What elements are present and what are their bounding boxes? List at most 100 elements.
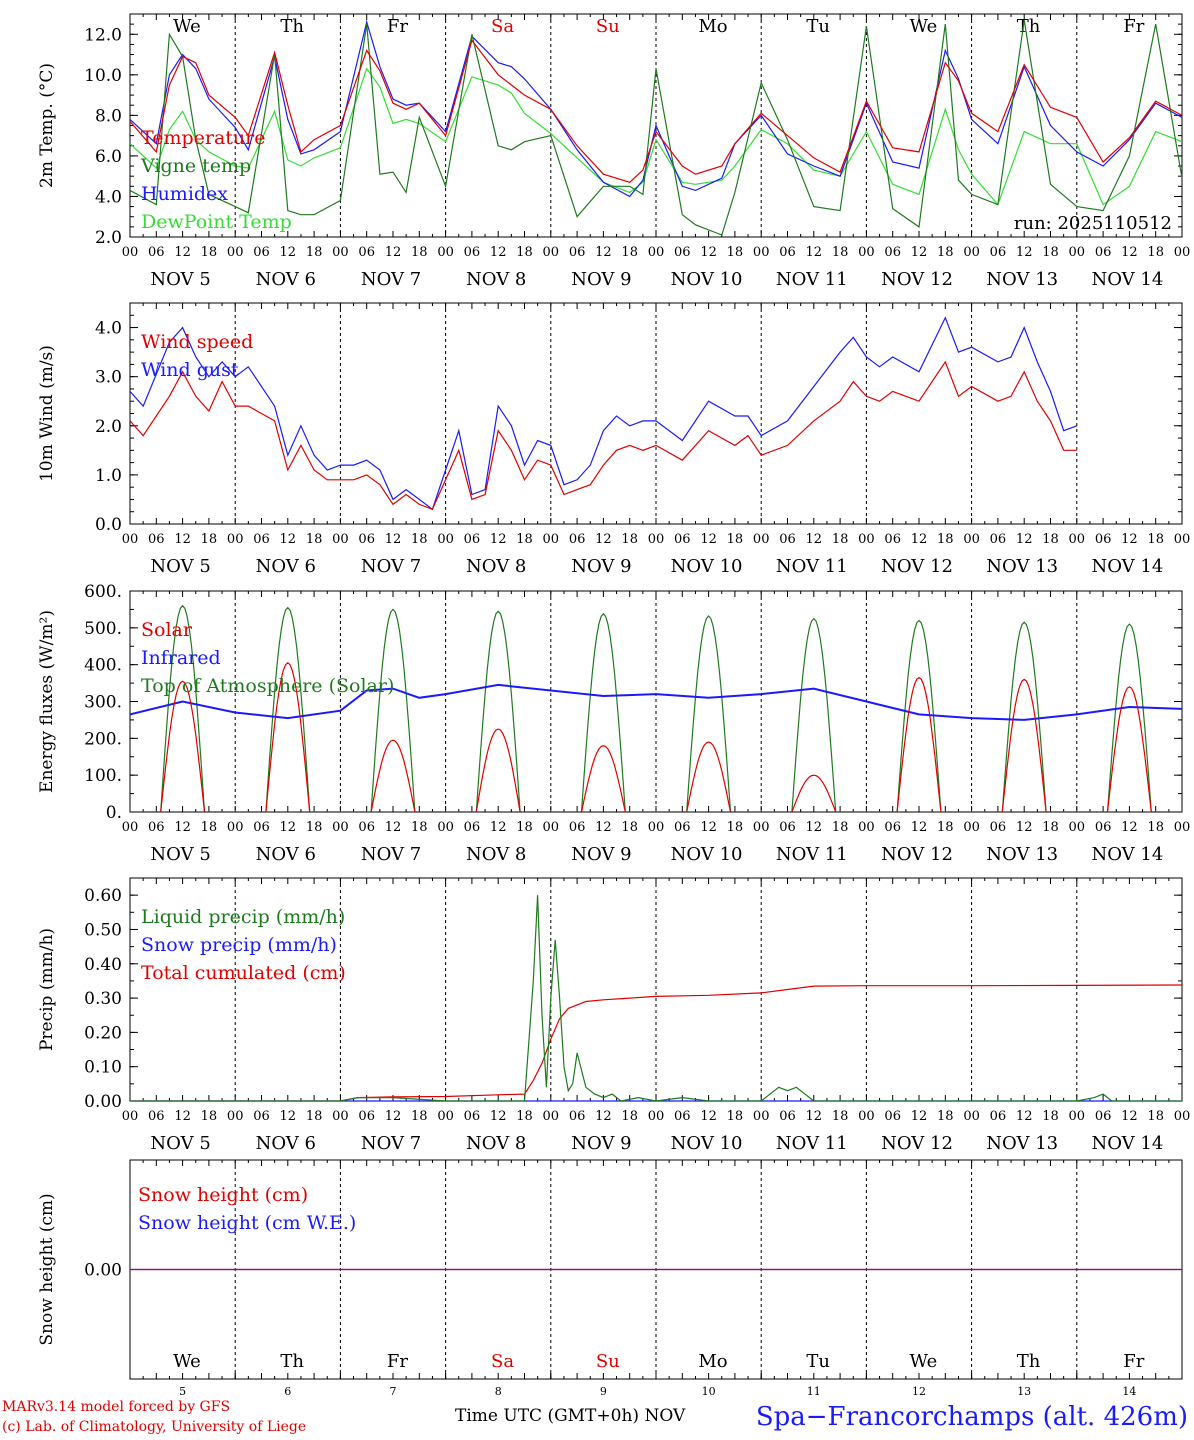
hour-tick-label: 12 [1121,820,1138,835]
day-number-label: 9 [600,1385,607,1398]
hour-tick-label: 18 [621,1109,638,1124]
date-label: NOV 13 [986,556,1058,577]
weekday-label: Fr [1123,16,1144,37]
hour-tick-label: 00 [858,1109,875,1124]
weekday-label: Tu [806,1351,830,1372]
y-tick-label: 0.50 [84,920,122,940]
hour-tick-label: 00 [437,820,454,835]
date-label: NOV 12 [881,844,953,865]
hour-tick-label: 12 [700,820,717,835]
hour-tick-label: 18 [411,820,428,835]
date-label: NOV 11 [776,269,848,290]
y-tick-label: 4.0 [95,319,122,339]
hour-tick-label: 12 [490,532,507,547]
y-tick-label: 200. [84,729,122,749]
hour-tick-label: 18 [201,820,218,835]
hour-tick-label: 18 [516,820,533,835]
legend-entry: DewPoint Temp [141,211,292,233]
hour-tick-label: 12 [385,532,402,547]
series-line [130,895,1182,1101]
hour-tick-label: 06 [1095,1109,1112,1124]
weekday-label: Su [596,1351,620,1372]
hour-tick-label: 06 [358,1109,375,1124]
hour-tick-label: 18 [937,820,954,835]
y-tick-label: 400. [84,656,122,676]
hour-tick-label: 18 [411,532,428,547]
hour-tick-label: 06 [779,1109,796,1124]
hour-tick-label: 00 [227,820,244,835]
hour-tick-label: 06 [884,820,901,835]
date-label: NOV 5 [150,1133,210,1154]
hour-tick-label: 18 [832,245,849,260]
hour-tick-label: 18 [727,532,744,547]
hour-tick-label: 06 [253,532,270,547]
hour-tick-label: 18 [516,1109,533,1124]
day-number-label: 8 [495,1385,502,1398]
hour-tick-label: 12 [490,245,507,260]
weekday-label: Th [280,16,304,37]
hour-tick-label: 06 [148,532,165,547]
hour-tick-label: 18 [1042,532,1059,547]
hour-tick-label: 12 [806,245,823,260]
hour-tick-label: 06 [464,245,481,260]
y-tick-label: 100. [84,766,122,786]
date-label: NOV 7 [361,844,421,865]
day-number-label: 5 [179,1385,186,1398]
hour-tick-label: 00 [1069,532,1086,547]
date-label: NOV 10 [671,1133,743,1154]
date-label: NOV 13 [986,269,1058,290]
hour-tick-label: 18 [201,245,218,260]
y-tick-label: 0.20 [84,1023,122,1043]
weekday-label: Su [596,16,620,37]
day-number-label: 12 [912,1385,926,1398]
y-tick-label: 3.0 [95,368,122,388]
hour-tick-label: 06 [674,532,691,547]
hour-tick-label: 06 [253,1109,270,1124]
y-tick-label: 0. [106,803,122,823]
legend-entry: Snow height (cm) [138,1184,308,1206]
panel-5: 0.00 Snow height (cm) We Th Fr Sa Su Mo Tu We Th Fr… [37,1159,1183,1398]
legend-entry: Humidex [141,183,228,205]
date-label: NOV 14 [1091,556,1163,577]
hour-tick-label: 00 [963,1109,980,1124]
hour-tick-label: 00 [858,245,875,260]
weekday-label: Mo [698,1351,727,1372]
hour-tick-label: 00 [437,1109,454,1124]
hour-tick-label: 18 [727,820,744,835]
hour-tick-label: 00 [963,245,980,260]
hour-tick-label: 18 [727,1109,744,1124]
date-label: NOV 5 [150,844,210,865]
hour-tick-label: 00 [1174,1109,1191,1124]
date-label: NOV 13 [986,844,1058,865]
series-line [130,19,1182,198]
y-axis-label: Precip (mm/h) [37,928,57,1051]
hour-tick-label: 00 [543,532,560,547]
y-axis-label: 2m Temp. (°C) [37,63,57,188]
day-number-label: 11 [807,1385,821,1398]
legend-entry: Total cumulated (cm) [141,962,346,984]
hour-tick-label: 18 [1042,820,1059,835]
y-tick-label: 600. [84,582,122,602]
hour-tick-label: 18 [832,1109,849,1124]
y-tick-label: 2.0 [95,228,122,248]
hour-tick-label: 06 [358,532,375,547]
y-axis-label: Energy fluxes (W/m²) [37,610,57,793]
hour-tick-label: 00 [648,1109,665,1124]
weekday-label: Sa [491,16,514,37]
hour-tick-label: 18 [621,532,638,547]
hour-tick-label: 06 [253,820,270,835]
hour-tick-label: 06 [1095,532,1112,547]
date-label: NOV 12 [881,1133,953,1154]
hour-tick-label: 00 [227,245,244,260]
hour-tick-label: 06 [148,245,165,260]
y-tick-label: 8.0 [95,106,122,126]
hour-tick-label: 18 [1042,245,1059,260]
hour-tick-label: 12 [174,532,191,547]
weekday-label: Mo [698,16,727,37]
hour-tick-label: 12 [911,1109,928,1124]
hour-tick-label: 12 [280,245,297,260]
weekday-label: Th [1017,1351,1041,1372]
hour-tick-label: 18 [621,820,638,835]
hour-tick-label: 18 [937,245,954,260]
hour-tick-label: 00 [858,820,875,835]
